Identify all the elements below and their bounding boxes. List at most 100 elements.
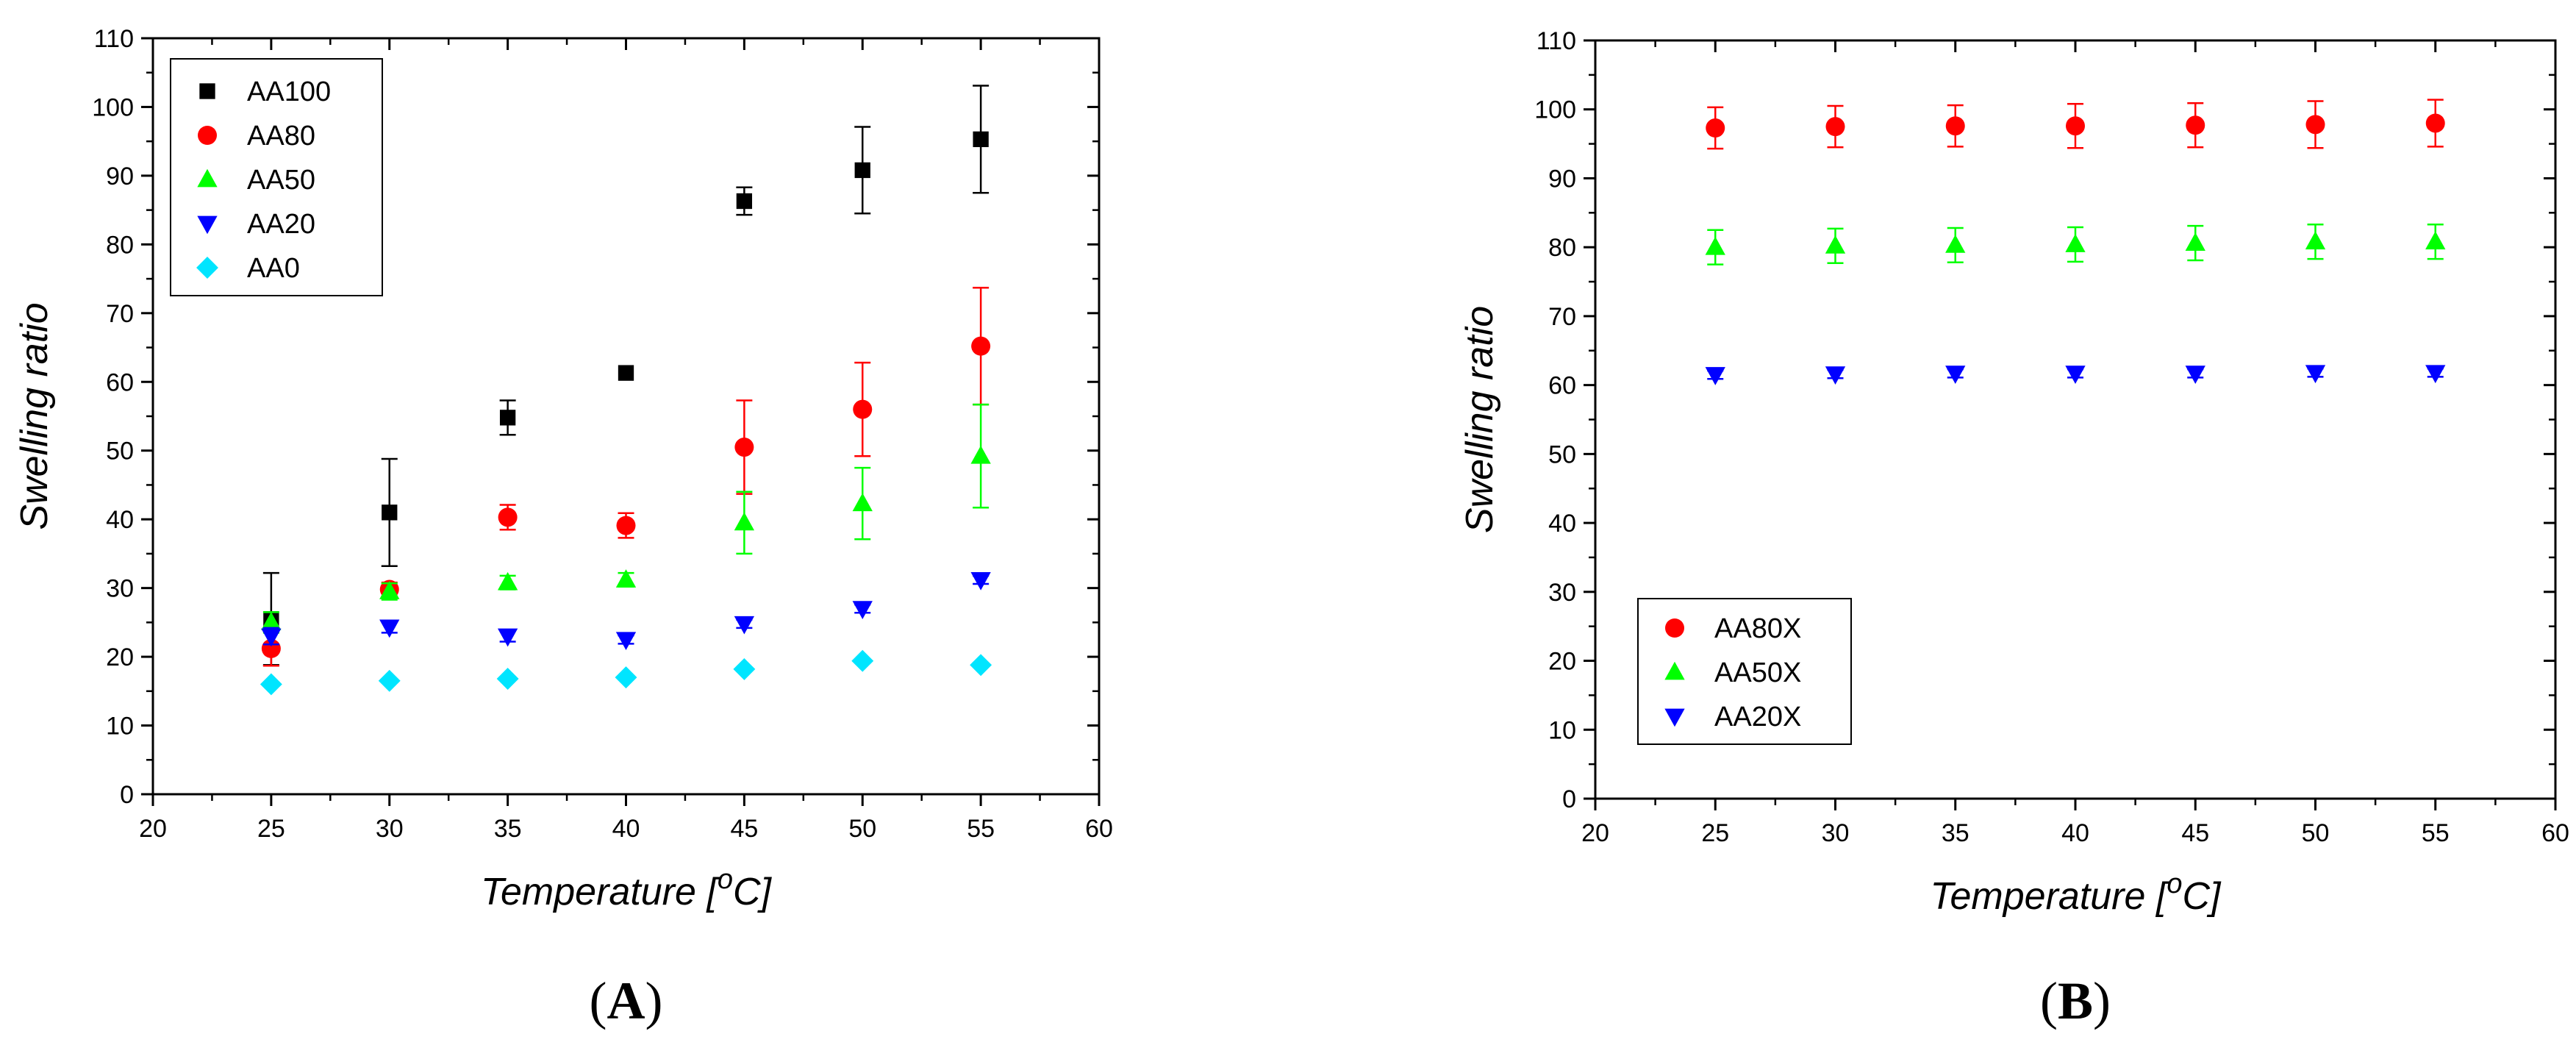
panel-label-close: ) <box>2093 971 2111 1030</box>
legend: AA80X AA50X AA20X <box>1637 598 1852 745</box>
x-tick-label: 35 <box>1942 819 1969 847</box>
x-tick-label: 20 <box>139 815 167 843</box>
panel-label: (B) <box>2040 971 2111 1030</box>
y-tick-label: 90 <box>1548 165 1576 193</box>
legend-label-aa50x: AA50X <box>1714 657 1801 688</box>
x-tick-label: 40 <box>612 815 640 843</box>
panel-label: (A) <box>590 971 663 1030</box>
x-tick-label: 30 <box>1822 819 1850 847</box>
series-aa80 <box>261 286 991 667</box>
data-point <box>2185 232 2205 251</box>
data-point <box>497 571 518 591</box>
legend-label-aa80: AA80 <box>247 121 315 151</box>
data-point <box>852 493 873 512</box>
data-point <box>2305 231 2326 250</box>
x-tick-label: 30 <box>376 815 404 843</box>
y-tick-label: 20 <box>1548 648 1576 676</box>
legend-marker-aa80 <box>198 126 217 145</box>
x-tick-label: 40 <box>2061 819 2089 847</box>
x-tick-label: 50 <box>2302 819 2330 847</box>
y-tick-label: 10 <box>106 713 134 741</box>
data-point <box>1825 235 1846 254</box>
data-point <box>261 628 282 647</box>
y-tick-label: 50 <box>106 438 134 466</box>
data-point <box>970 654 992 677</box>
data-point <box>970 572 991 591</box>
y-tick-label: 80 <box>106 231 134 259</box>
data-point <box>2186 115 2205 135</box>
panel-label-open: ( <box>2040 971 2058 1030</box>
series-aa20x <box>1705 365 2446 385</box>
panel-label-letter: B <box>2058 971 2093 1030</box>
y-tick-label: 100 <box>1534 96 1576 124</box>
panel-label-letter: A <box>607 971 645 1030</box>
data-point <box>1825 366 1846 385</box>
y-tick-label: 60 <box>106 368 134 396</box>
x-tick-label: 45 <box>2181 819 2209 847</box>
data-point <box>1825 117 1845 137</box>
y-tick-label: 0 <box>1562 785 1576 813</box>
y-axis-title: Swelling ratio <box>13 302 56 529</box>
y-tick-label: 90 <box>106 163 134 190</box>
data-point <box>1705 236 1725 255</box>
legend-marker-aa20x <box>1664 708 1685 727</box>
y-tick-label: 80 <box>1548 234 1576 262</box>
legend-label-aa100: AA100 <box>247 76 331 107</box>
legend-marker-aa50 <box>197 168 218 188</box>
data-point <box>2425 231 2446 250</box>
data-point <box>618 365 634 381</box>
data-point <box>260 673 282 696</box>
data-point <box>378 669 401 692</box>
panel-label-open: ( <box>590 971 607 1030</box>
series-aa20 <box>261 572 991 651</box>
panel-label-close: ) <box>645 971 663 1030</box>
x-axis-title-main: Temperature [ <box>481 871 720 913</box>
data-point <box>733 657 756 680</box>
data-point <box>2066 116 2085 136</box>
x-tick-label: 50 <box>848 815 876 843</box>
y-tick-label: 70 <box>1548 303 1576 331</box>
data-point <box>1945 365 1966 385</box>
data-point <box>2425 365 2446 384</box>
legend-label-aa50: AA50 <box>247 165 315 196</box>
data-point <box>2185 365 2205 385</box>
data-point <box>734 512 755 531</box>
data-point <box>1945 116 1965 136</box>
x-axis-title-main: Temperature [ <box>1931 875 2170 918</box>
data-point <box>1945 235 1966 253</box>
data-point <box>734 616 755 635</box>
x-tick-label: 25 <box>1701 819 1729 847</box>
x-tick-label: 60 <box>2541 819 2569 847</box>
data-point <box>734 438 754 457</box>
data-point <box>2065 365 2086 385</box>
y-tick-label: 0 <box>120 781 134 809</box>
x-tick-label: 25 <box>257 815 285 843</box>
series-aa0 <box>260 649 992 696</box>
data-point <box>382 504 398 521</box>
data-point <box>1706 118 1725 138</box>
legend-marker-aa0 <box>196 257 218 279</box>
data-point <box>261 612 282 630</box>
x-axis-title-unit: C] <box>2182 875 2222 918</box>
y-tick-label: 20 <box>106 643 134 671</box>
data-point <box>2065 234 2086 252</box>
data-point <box>497 628 518 647</box>
legend-label-aa20x: AA20X <box>1714 702 1801 732</box>
chart-panel-b: 20 25 30 35 40 45 50 55 60 0 10 20 30 40 50 60 70 80 90 100… <box>1459 27 2569 1030</box>
data-point <box>498 507 518 527</box>
data-point <box>2425 113 2445 133</box>
x-axis-title-superscript: o <box>2167 869 2182 899</box>
data-point <box>616 516 636 535</box>
data-point <box>854 162 870 179</box>
chart-panel-a: 20 25 30 35 40 45 50 55 60 0 10 20 30 40 50 60 70 80 90 100… <box>13 25 1113 1030</box>
data-point <box>2305 365 2326 384</box>
x-tick-label: 20 <box>1581 819 1609 847</box>
data-point <box>970 445 991 464</box>
x-tick-label: 55 <box>2422 819 2450 847</box>
data-point <box>852 601 873 619</box>
x-axis-title-unit: C] <box>733 871 773 913</box>
data-point <box>736 193 753 210</box>
series-aa50x <box>1705 224 2446 265</box>
data-point <box>853 399 873 419</box>
data-point <box>973 131 989 148</box>
